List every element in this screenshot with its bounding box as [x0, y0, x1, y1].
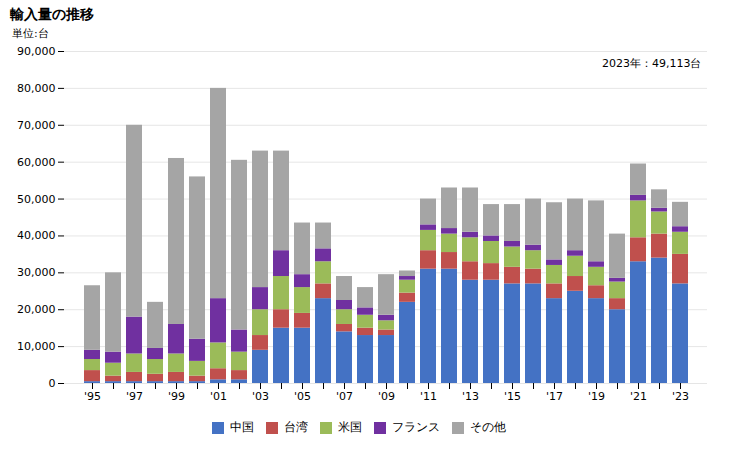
svg-text:'11: '11 [420, 390, 437, 403]
svg-text:'13: '13 [462, 390, 479, 403]
html-text:輸入量の推移: 輸入量の推移 [10, 6, 94, 22]
svg-text:'05: '05 [294, 390, 311, 403]
html-text:中国: 中国 [229, 420, 254, 434]
html-text:その他: その他 [469, 420, 506, 434]
svg-text:'95: '95 [84, 390, 101, 403]
html-text:単位:台: 単位:台 [12, 27, 49, 40]
svg-text:60,000: 60,000 [17, 156, 56, 169]
svg-text:0: 0 [49, 377, 56, 390]
svg-text:'01: '01 [210, 390, 227, 403]
svg-text:2023年：49,113台: 2023年：49,113台 [602, 57, 701, 70]
svg-text:20,000: 20,000 [17, 303, 56, 316]
svg-text:30,000: 30,000 [17, 266, 56, 279]
html-text:台湾: 台湾 [283, 420, 308, 434]
svg-text:'17: '17 [546, 390, 563, 403]
svg-text:'07: '07 [336, 390, 353, 403]
svg-text:80,000: 80,000 [17, 82, 56, 95]
svg-text:'09: '09 [378, 390, 395, 403]
svg-text:50,000: 50,000 [17, 193, 56, 206]
svg-text:40,000: 40,000 [17, 229, 56, 242]
svg-text:'19: '19 [588, 390, 605, 403]
svg-text:70,000: 70,000 [17, 119, 56, 132]
svg-text:'99: '99 [168, 390, 185, 403]
html-text:米国: 米国 [337, 420, 362, 434]
svg-text:'03: '03 [252, 390, 269, 403]
svg-text:'15: '15 [504, 390, 521, 403]
svg-text:'21: '21 [630, 390, 647, 403]
svg-text:90,000: 90,000 [17, 45, 56, 58]
svg-text:'23: '23 [672, 390, 689, 403]
html-text:フランス: フランス [391, 420, 440, 434]
svg-text:10,000: 10,000 [17, 340, 56, 353]
svg-text:'97: '97 [126, 390, 143, 403]
